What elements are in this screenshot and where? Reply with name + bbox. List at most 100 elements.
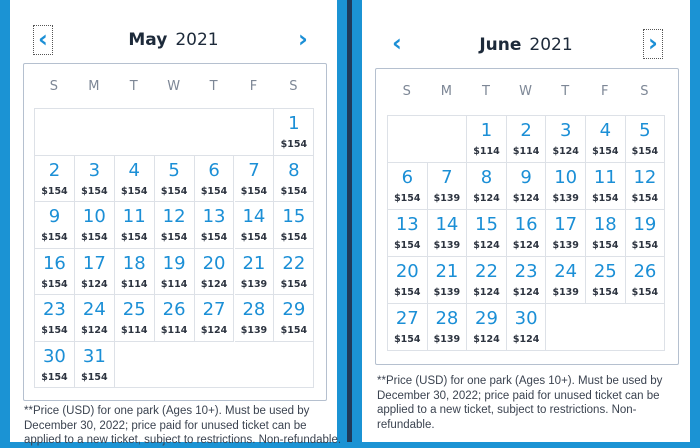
date-number: 30 <box>42 345 66 367</box>
weekday-label: S <box>289 79 298 94</box>
date-cell[interactable]: 10 $139 <box>546 163 586 210</box>
date-cell[interactable]: 14 $154 <box>234 202 275 249</box>
date-price: $139 <box>433 193 461 204</box>
date-price: $154 <box>592 240 619 251</box>
date-cell[interactable]: 16 $124 <box>506 210 547 257</box>
date-cell[interactable]: 14 $139 <box>427 210 468 257</box>
next-month-button[interactable]: › <box>298 25 308 53</box>
date-cell[interactable]: 20 $124 <box>194 248 235 295</box>
date-price: $154 <box>240 185 268 197</box>
month-title: May 2021 <box>128 30 219 50</box>
date-price: $154 <box>240 232 268 243</box>
date-cell[interactable]: 30 $124 <box>506 304 547 351</box>
date-price: $154 <box>394 193 421 204</box>
date-cell[interactable]: 22 $154 <box>274 248 315 295</box>
date-price: $124 <box>473 334 500 345</box>
date-cell[interactable]: 16 $154 <box>35 248 75 295</box>
date-cell[interactable]: 27 $154 <box>388 304 428 351</box>
date-cell[interactable]: 15 $124 <box>467 210 507 257</box>
date-cell[interactable]: 4 $154 <box>114 155 155 202</box>
date-number: 4 <box>128 159 140 181</box>
date-cell[interactable]: 8 $124 <box>467 163 507 210</box>
date-price: $154 <box>280 325 308 336</box>
date-cell[interactable]: 25 $154 <box>586 257 626 304</box>
date-cell[interactable]: 28 $139 <box>427 304 468 351</box>
date-cell[interactable]: 1 $154 <box>274 109 315 156</box>
date-cell[interactable]: 5 $154 <box>625 116 666 163</box>
date-number: 18 <box>593 214 617 235</box>
date-cell[interactable]: 9 $124 <box>506 163 547 210</box>
date-cell[interactable]: 20 $154 <box>388 257 428 304</box>
date-cell[interactable]: 10 $154 <box>74 202 115 249</box>
date-price: $154 <box>394 334 421 345</box>
date-cell[interactable]: 19 $114 <box>154 248 195 295</box>
date-cell[interactable]: 30 $154 <box>35 341 75 388</box>
date-cell[interactable]: 12 $154 <box>154 202 195 249</box>
date-cell[interactable]: 9 $154 <box>35 202 75 249</box>
date-price: $124 <box>473 240 500 251</box>
date-number: 8 <box>288 159 300 181</box>
date-price: $139 <box>433 334 461 345</box>
empty-cell <box>114 341 315 388</box>
date-cell[interactable]: 2 $154 <box>35 155 75 202</box>
next-month-button[interactable]: › <box>643 29 663 59</box>
date-price: $154 <box>41 325 68 336</box>
date-cell[interactable]: 4 $154 <box>586 116 626 163</box>
date-cell[interactable]: 13 $154 <box>194 202 235 249</box>
date-cell[interactable]: 17 $124 <box>74 248 115 295</box>
date-number: 13 <box>202 206 226 227</box>
date-cell[interactable]: 18 $154 <box>586 210 626 257</box>
date-number: 12 <box>633 167 657 188</box>
date-cell[interactable]: 27 $124 <box>194 295 235 342</box>
date-cell[interactable]: 3 $154 <box>74 155 115 202</box>
date-cell[interactable]: 13 $154 <box>388 210 428 257</box>
date-cell[interactable]: 7 $154 <box>234 155 275 202</box>
prev-month-button[interactable]: ‹ <box>33 25 53 55</box>
date-cell[interactable]: 21 $139 <box>427 257 468 304</box>
date-cell[interactable]: 6 $154 <box>388 163 428 210</box>
weekday-label: F <box>249 79 258 94</box>
weekday-label: S <box>49 79 59 94</box>
date-number: 19 <box>633 214 657 235</box>
date-cell[interactable]: 24 $124 <box>74 295 115 342</box>
date-cell[interactable]: 29 $154 <box>274 295 315 342</box>
date-number: 14 <box>435 214 459 235</box>
date-number: 15 <box>282 206 306 227</box>
date-number: 29 <box>475 308 498 329</box>
date-number: 28 <box>435 308 459 329</box>
date-cell[interactable]: 19 $154 <box>625 210 666 257</box>
date-cell[interactable]: 11 $154 <box>586 163 626 210</box>
date-number: 2 <box>520 120 532 141</box>
date-price: $154 <box>280 232 308 243</box>
date-cell[interactable]: 7 $139 <box>427 163 468 210</box>
panel-divider <box>347 0 352 442</box>
date-cell[interactable]: 18 $114 <box>114 248 155 295</box>
date-cell[interactable]: 11 $154 <box>114 202 155 249</box>
date-cell[interactable]: 31 $154 <box>74 341 115 388</box>
date-cell[interactable]: 8 $154 <box>274 155 315 202</box>
date-cell[interactable]: 5 $154 <box>154 155 195 202</box>
date-cell[interactable]: 1 $114 <box>467 116 507 163</box>
date-cell[interactable]: 23 $124 <box>506 257 547 304</box>
date-cell[interactable]: 25 $114 <box>114 295 155 342</box>
date-cell[interactable]: 17 $139 <box>546 210 586 257</box>
date-number: 11 <box>122 206 146 227</box>
date-price: $124 <box>81 325 108 336</box>
date-cell[interactable]: 15 $154 <box>274 202 315 249</box>
date-cell[interactable]: 3 $124 <box>546 116 586 163</box>
date-cell[interactable]: 29 $124 <box>467 304 507 351</box>
date-cell[interactable]: 28 $139 <box>234 295 275 342</box>
prev-month-button[interactable]: ‹ <box>392 29 402 57</box>
date-cell[interactable]: 2 $114 <box>506 116 547 163</box>
date-cell[interactable]: 12 $154 <box>625 163 666 210</box>
date-cell[interactable]: 26 $114 <box>154 295 195 342</box>
date-cell[interactable]: 6 $154 <box>194 155 235 202</box>
date-cell[interactable]: 22 $124 <box>467 257 507 304</box>
date-cell[interactable]: 21 $139 <box>234 248 275 295</box>
date-cell[interactable]: 24 $139 <box>546 257 586 304</box>
date-number: 14 <box>242 206 266 227</box>
date-cell[interactable]: 23 $154 <box>35 295 75 342</box>
date-number: 8 <box>480 167 493 188</box>
weekday-label: T <box>129 79 138 94</box>
date-cell[interactable]: 26 $154 <box>625 257 666 304</box>
